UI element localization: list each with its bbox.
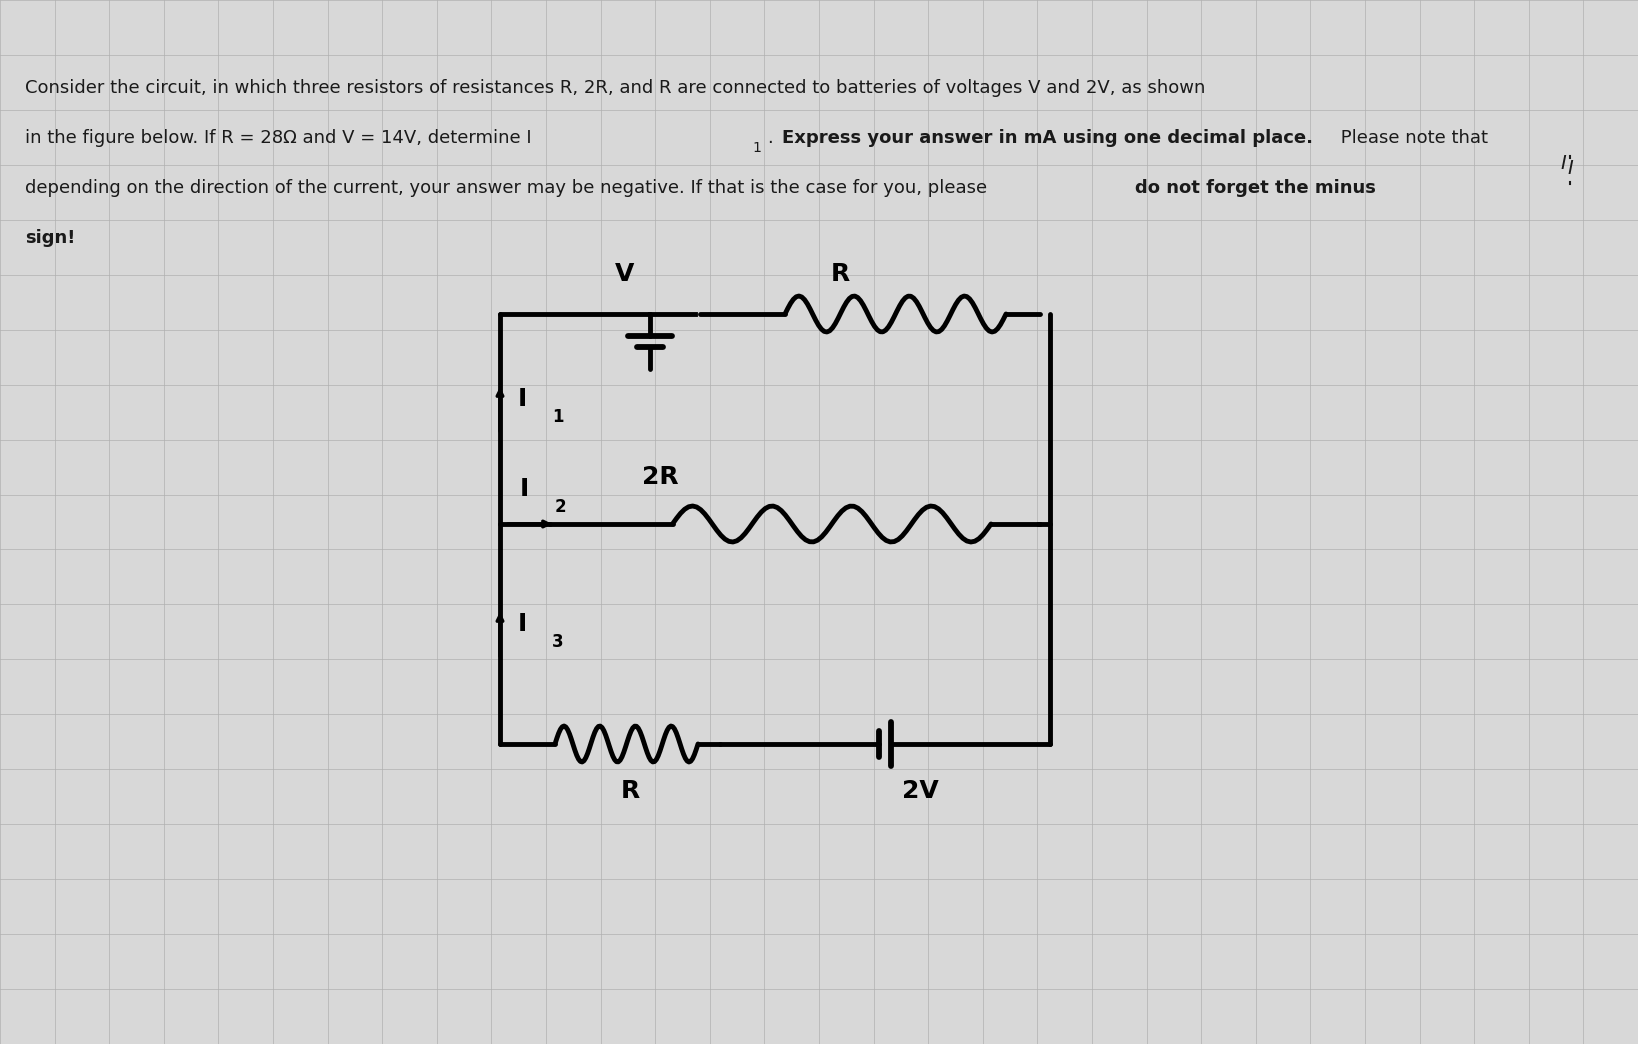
Text: .: .	[768, 129, 780, 147]
Text: 2R: 2R	[642, 465, 678, 489]
Text: 1: 1	[752, 141, 762, 155]
Text: I: I	[1568, 159, 1572, 177]
Text: do not forget the minus: do not forget the minus	[1135, 179, 1376, 197]
Text: I: I	[519, 477, 529, 501]
Text: Please note that: Please note that	[1335, 129, 1487, 147]
Text: R: R	[830, 262, 850, 286]
Text: 2V: 2V	[901, 779, 939, 803]
Text: Express your answer in mA using one decimal place.: Express your answer in mA using one deci…	[781, 129, 1314, 147]
Text: 1: 1	[552, 408, 563, 426]
Text: 2: 2	[555, 498, 567, 516]
Text: V: V	[616, 262, 634, 286]
Text: I: I	[518, 387, 527, 411]
Text: 3: 3	[552, 633, 563, 651]
Text: I: I	[1559, 155, 1566, 173]
Text: sign!: sign!	[25, 229, 75, 247]
Text: in the figure below. If R = 28Ω and V = 14V, determine I: in the figure below. If R = 28Ω and V = …	[25, 129, 532, 147]
Text: I: I	[518, 612, 527, 636]
Text: depending on the direction of the current, your answer may be negative. If that : depending on the direction of the curren…	[25, 179, 993, 197]
Text: Consider the circuit, in which three resistors of resistances R, 2R, and R are c: Consider the circuit, in which three res…	[25, 79, 1206, 97]
Text: R: R	[621, 779, 639, 803]
